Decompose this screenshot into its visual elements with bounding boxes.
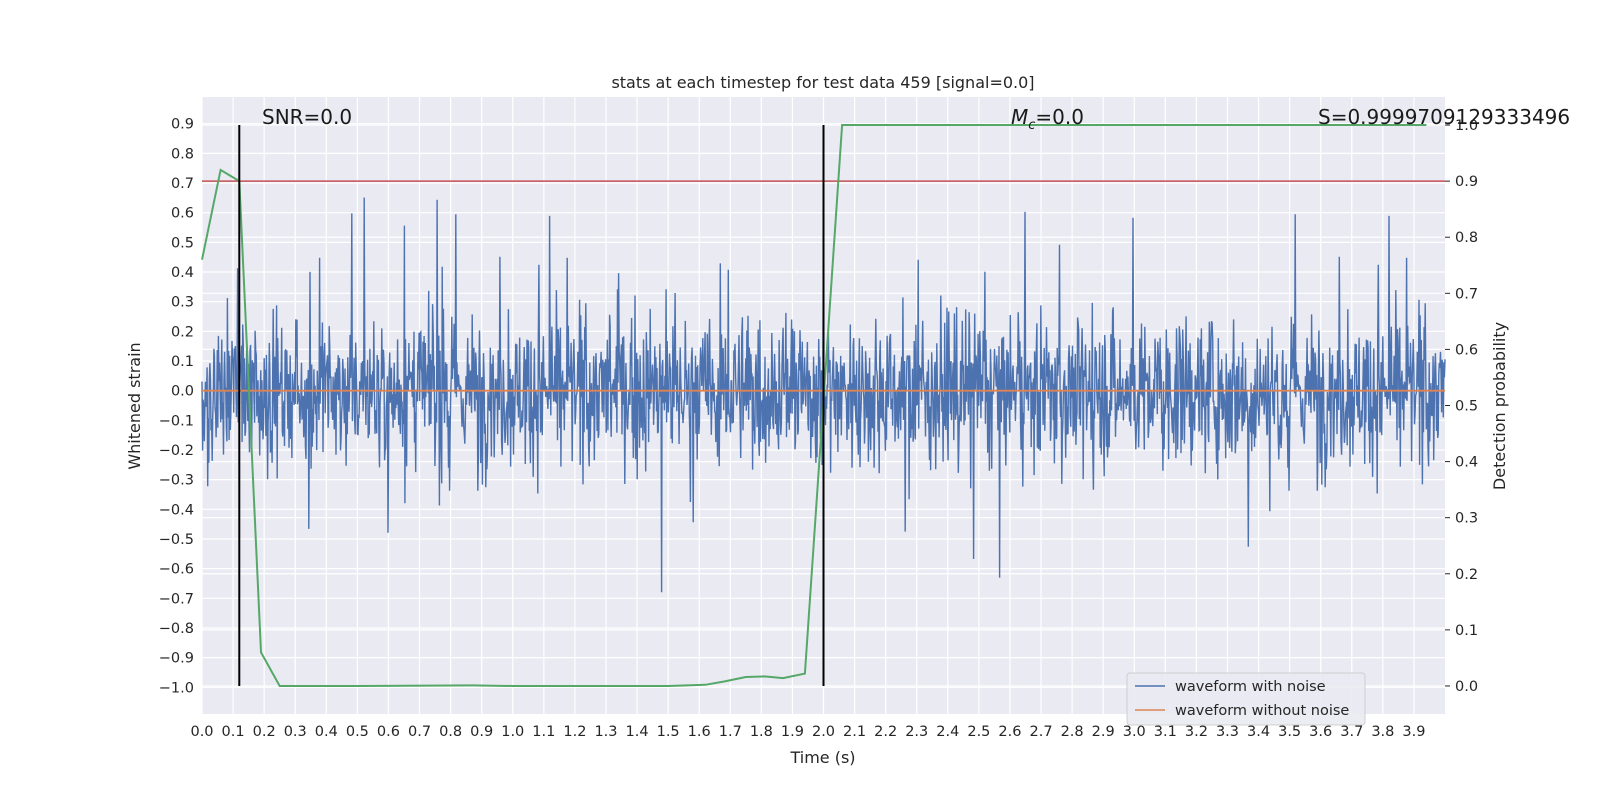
snr-estimate-annotation: S=0.9999709129333496 [1318,105,1570,129]
x-tick-label: 0.1 [222,724,245,740]
x-tick-label: 0.4 [315,724,338,740]
x-tick-label: 2.3 [905,724,928,740]
y-tick-label: −0.9 [159,651,194,667]
x-axis-label: Time (s) [789,748,855,767]
x-tick-label: 1.2 [563,724,586,740]
x-tick-label: 2.7 [1029,724,1052,740]
x-tick-label: 3.9 [1402,724,1425,740]
y-right-tick-label: 0.1 [1455,623,1478,639]
y-tick-label: −0.7 [159,591,194,607]
x-tick-label: 0.3 [284,724,307,740]
x-tick-label: 3.1 [1154,724,1177,740]
y-tick-label: 0.9 [171,117,194,133]
y-tick-label: −0.8 [159,621,194,637]
x-tick-label: 3.6 [1309,724,1332,740]
x-tick-label: 1.5 [657,724,680,740]
y-tick-label: 0.2 [171,324,194,340]
legend-label-clean: waveform without noise [1175,703,1349,719]
snr-annotation: SNR=0.0 [262,105,352,129]
x-tick-label: 0.9 [470,724,493,740]
y-right-tick-label: 1.0 [1455,118,1478,134]
x-tick-label: 0.7 [408,724,431,740]
series-detection-probability [201,124,1427,687]
x-tick-label: 2.1 [843,724,866,740]
y-tick-label: −0.4 [159,502,194,518]
y-tick-label: −0.1 [159,413,194,429]
x-tick-label: 0.2 [253,724,276,740]
y-right-tick-label: 0.3 [1455,511,1478,527]
chirp-mass-value: =0.0 [1035,105,1084,129]
x-tick-label: 3.8 [1371,724,1394,740]
x-tick-label: 1.8 [750,724,773,740]
y-tick-label: −0.5 [159,532,194,548]
x-tick-label: 1.4 [626,724,649,740]
x-tick-label: 2.8 [1061,724,1084,740]
x-tick-label: 3.4 [1247,724,1270,740]
chirp-mass-symbol: M [1011,105,1028,129]
x-tick-label: 1.3 [594,724,617,740]
chart-title: stats at each timestep for test data 459… [611,73,1034,92]
x-tick-label: 2.2 [874,724,897,740]
x-tick-label: 3.7 [1340,724,1363,740]
y-tick-label: 0.1 [171,354,194,370]
y-tick-label: 0.3 [171,295,194,311]
chart-marks [201,124,1445,687]
y-tick-label: 0.6 [171,206,194,222]
x-tick-label: 1.0 [501,724,524,740]
x-tick-label: 0.6 [377,724,400,740]
x-tick-label: 0.0 [190,724,213,740]
y-tick-label: −0.3 [159,473,194,489]
y-tick-label: −0.6 [159,562,194,578]
legend-box [1126,672,1366,726]
x-tick-label: 1.9 [781,724,804,740]
y-right-tick-label: 0.5 [1455,399,1478,415]
y-right-tick-label: 0.8 [1455,230,1478,246]
y-right-tick-label: 0.9 [1455,174,1478,190]
chirp-mass-subscript: c [1028,118,1035,133]
x-tick-label: 0.8 [439,724,462,740]
y-tick-label: −0.2 [159,443,194,459]
ticks: 0.0 0.1 0.2 0.3 0.4 0.5 0.6 0.7 0.8 0.9 1.0 1.1 1.2 1… [159,117,1478,740]
legend-label-noise: waveform with noise [1175,679,1326,695]
y-tick-label: 0.7 [171,176,194,192]
y-right-tick-label: 0.6 [1455,342,1478,358]
y-axis-label: Whitened strain [125,342,144,469]
y-right-tick-label: 0.2 [1455,567,1478,583]
y-right-tick-label: 0.7 [1455,286,1478,302]
chirp-mass-annotation: Mc=0.0 [1011,105,1084,133]
y-axis-label-right: Detection probability [1490,322,1509,490]
x-tick-label: 2.9 [1092,724,1115,740]
x-tick-label: 2.4 [936,724,959,740]
x-tick-label: 1.7 [719,724,742,740]
y-tick-label: 0.8 [171,146,194,162]
y-tick-label: 0.5 [171,235,194,251]
x-tick-label: 3.5 [1278,724,1301,740]
x-tick-label: 0.5 [346,724,369,740]
legend: waveform with noise waveform without noi… [1126,672,1366,726]
y-right-tick-label: 0.4 [1455,455,1478,471]
x-tick-label: 3.3 [1216,724,1239,740]
x-tick-label: 2.6 [998,724,1021,740]
x-tick-label: 1.6 [688,724,711,740]
y-tick-label: 0.4 [171,265,194,281]
y-tick-label: 0.0 [171,384,194,400]
x-tick-label: 1.1 [532,724,555,740]
y-right-tick-label: 0.0 [1455,679,1478,695]
y-tick-label: −1.0 [159,680,194,696]
x-tick-label: 3.0 [1123,724,1146,740]
x-tick-label: 2.0 [812,724,835,740]
x-tick-label: 3.2 [1185,724,1208,740]
x-tick-label: 2.5 [967,724,990,740]
